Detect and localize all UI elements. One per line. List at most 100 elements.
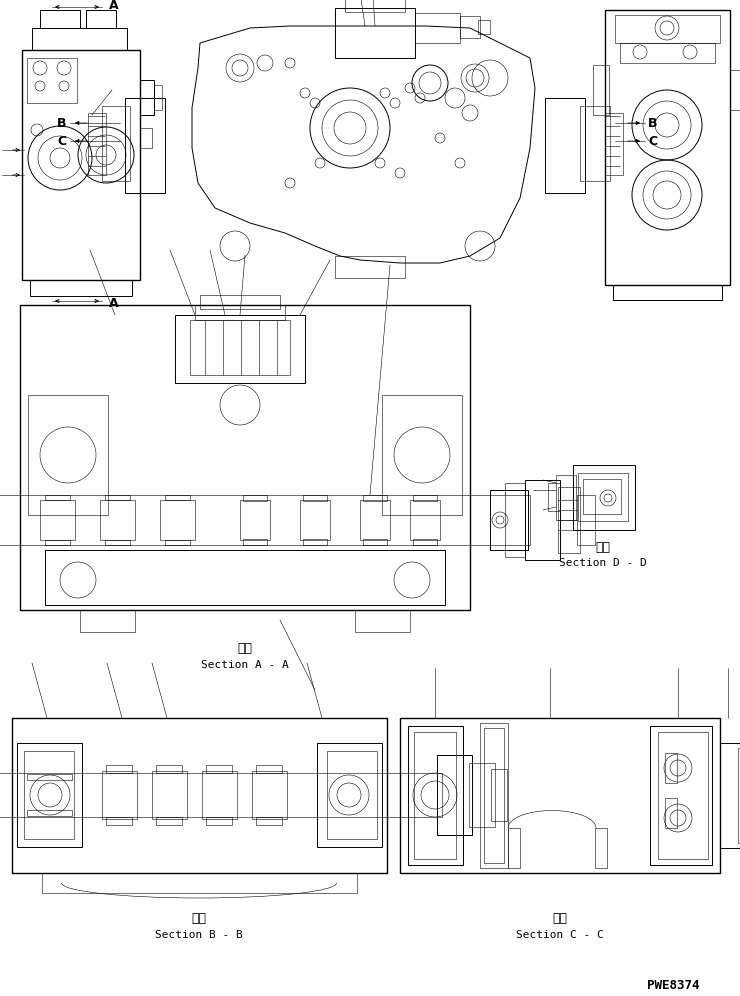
Bar — [665, 798, 677, 828]
Bar — [595, 828, 607, 868]
Bar — [206, 765, 232, 773]
Bar — [480, 723, 508, 868]
Bar — [27, 810, 72, 816]
Bar — [460, 16, 480, 38]
Bar — [0, 495, 530, 545]
Bar — [525, 480, 560, 560]
Bar — [613, 285, 722, 300]
Text: 断面: 断面 — [192, 911, 206, 924]
Text: B: B — [648, 117, 658, 129]
Bar — [437, 755, 472, 835]
Bar — [156, 765, 182, 773]
Text: C: C — [648, 134, 658, 147]
Bar — [303, 495, 327, 501]
Bar — [30, 280, 132, 296]
Bar — [558, 487, 580, 553]
Bar — [160, 500, 195, 540]
Bar — [620, 43, 715, 63]
Bar — [363, 539, 387, 545]
Bar — [165, 540, 190, 545]
Bar — [105, 540, 130, 545]
Bar — [478, 20, 490, 34]
Bar — [195, 305, 285, 320]
Bar — [577, 495, 595, 545]
Bar — [152, 771, 187, 819]
Text: 断面: 断面 — [553, 911, 568, 924]
Bar — [545, 98, 585, 193]
Bar — [42, 873, 357, 893]
Bar — [27, 58, 77, 103]
Bar — [650, 726, 712, 865]
Bar — [106, 765, 132, 773]
Bar — [355, 610, 410, 632]
Bar — [202, 771, 237, 819]
Bar — [80, 610, 135, 632]
Bar — [335, 8, 415, 58]
Bar — [200, 295, 280, 309]
Bar — [125, 98, 165, 193]
Bar — [27, 774, 72, 780]
Bar — [252, 771, 287, 819]
Bar — [32, 28, 127, 50]
Bar — [738, 748, 740, 843]
Bar — [24, 751, 74, 839]
Bar — [140, 128, 152, 148]
Bar — [505, 483, 525, 557]
Bar — [256, 817, 282, 825]
Text: A: A — [110, 0, 119, 12]
Bar — [556, 475, 576, 520]
Bar — [28, 395, 108, 515]
Bar — [363, 495, 387, 501]
Bar — [335, 256, 405, 278]
Bar — [413, 539, 437, 545]
Bar — [303, 539, 327, 545]
Bar — [410, 500, 440, 540]
Bar — [20, 305, 470, 610]
Bar — [548, 483, 560, 511]
Bar — [580, 106, 610, 181]
Bar — [317, 743, 382, 847]
Text: Section B - B: Section B - B — [155, 930, 243, 940]
Bar — [508, 828, 520, 868]
Bar — [665, 753, 677, 783]
Bar — [490, 490, 528, 550]
Bar — [400, 718, 720, 873]
Bar — [12, 718, 387, 873]
Bar — [658, 732, 708, 859]
Bar — [300, 500, 330, 540]
Bar — [102, 106, 130, 181]
Bar — [345, 0, 405, 12]
Bar — [484, 728, 504, 863]
Bar — [86, 10, 116, 28]
Bar — [243, 539, 267, 545]
Bar — [615, 15, 720, 43]
Bar — [360, 500, 390, 540]
Bar — [45, 540, 70, 545]
Text: 断面: 断面 — [238, 641, 252, 654]
Text: Section D - D: Section D - D — [559, 558, 647, 568]
Bar — [583, 479, 621, 514]
Bar — [256, 765, 282, 773]
Bar — [190, 320, 290, 375]
Bar — [382, 395, 462, 515]
Bar — [578, 473, 628, 521]
Bar — [175, 315, 305, 383]
Text: A: A — [110, 297, 119, 310]
Text: Section C - C: Section C - C — [516, 930, 604, 940]
Bar — [100, 500, 135, 540]
Text: 断面: 断面 — [596, 541, 610, 554]
Bar — [720, 743, 740, 848]
Bar — [206, 817, 232, 825]
Bar — [154, 85, 162, 110]
Bar — [0, 773, 442, 817]
Bar — [165, 495, 190, 500]
Bar — [105, 495, 130, 500]
Bar — [140, 80, 154, 115]
Bar — [413, 495, 437, 501]
Bar — [240, 500, 270, 540]
Bar — [22, 50, 140, 280]
Bar — [408, 726, 463, 865]
Bar — [415, 13, 460, 43]
Bar — [88, 113, 106, 175]
Bar — [730, 70, 740, 110]
